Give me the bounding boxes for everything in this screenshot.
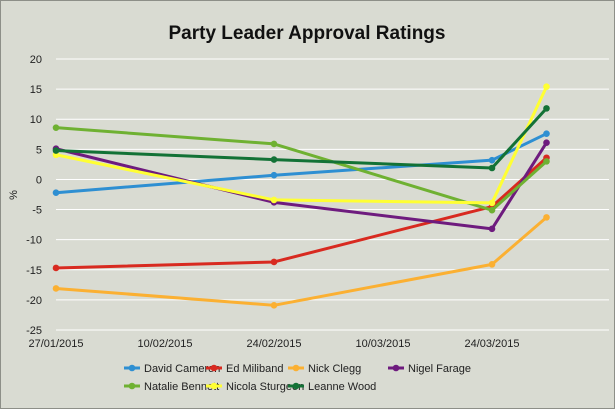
legend-label: Natalie Bennett [144,381,219,393]
series-line [55,126,548,212]
series-line [55,132,548,195]
gridlines [56,58,609,331]
legend-marker [210,364,218,372]
series-line [55,86,548,205]
data-point [270,258,278,266]
y-tick-label: -5 [32,205,42,217]
data-point [543,158,550,165]
data-point [488,156,496,164]
series-line [55,156,548,270]
x-tick-label: 27/01/2015 [28,338,83,350]
legend-label: Ed Miliband [226,363,283,375]
y-tick-label: -15 [26,265,42,277]
legend-marker [292,364,300,372]
legend-label: David Cameron [144,363,220,375]
legend-marker [292,382,300,390]
x-tick-label: 24/03/2015 [464,338,519,350]
legend: David Cameron Ed Miliband Nick Clegg Nigel … [124,363,471,393]
y-tick-label: 20 [30,54,42,66]
data-point [52,264,60,272]
y-tick-label: 15 [30,84,42,96]
series-line [55,216,548,307]
data-point [543,83,550,91]
data-point [543,130,550,137]
series-group [52,83,550,309]
x-tick-label: 10/03/2015 [355,338,410,350]
data-point [270,196,278,204]
data-point [488,261,496,268]
y-tick-label: -10 [26,235,42,247]
legend-label: Nicola Sturgeon [226,381,304,393]
data-point [52,124,60,131]
legend-label: Leanne Wood [308,381,376,393]
y-tick-label: -20 [26,295,42,307]
y-tick-label: 0 [36,174,42,186]
series-line [55,107,548,170]
y-tick-label: 10 [30,114,42,126]
y-tick-label: 5 [36,144,42,156]
x-tick-label: 24/02/2015 [246,338,301,350]
legend-marker [128,382,136,390]
legend-label: Nigel Farage [408,363,471,375]
data-point [488,206,496,214]
data-point [52,147,60,154]
y-tick-label: -25 [26,325,42,337]
x-tick-label: 10/02/2015 [137,338,192,350]
data-point [543,105,550,112]
data-point [52,285,60,292]
data-point [270,156,278,163]
legend-marker [128,364,136,372]
data-point [488,164,496,172]
data-point [488,225,496,233]
chart-title: Party Leader Approval Ratings [169,23,446,44]
x-ticks: 27/01/2015 10/02/2015 24/02/2015 10/03/2015… [28,338,519,350]
y-axis-label: % [8,190,20,200]
data-point [52,189,60,196]
data-point [270,302,278,309]
data-point [543,139,550,147]
data-point [488,199,496,207]
data-point [270,171,278,179]
data-point [543,214,550,221]
y-ticks: 20 15 10 5 0 -5 -10 -15 -20 -25 [26,54,42,337]
legend-label: Nick Clegg [308,363,361,375]
legend-marker [210,382,218,390]
data-point [270,140,278,148]
legend-marker [392,364,400,372]
